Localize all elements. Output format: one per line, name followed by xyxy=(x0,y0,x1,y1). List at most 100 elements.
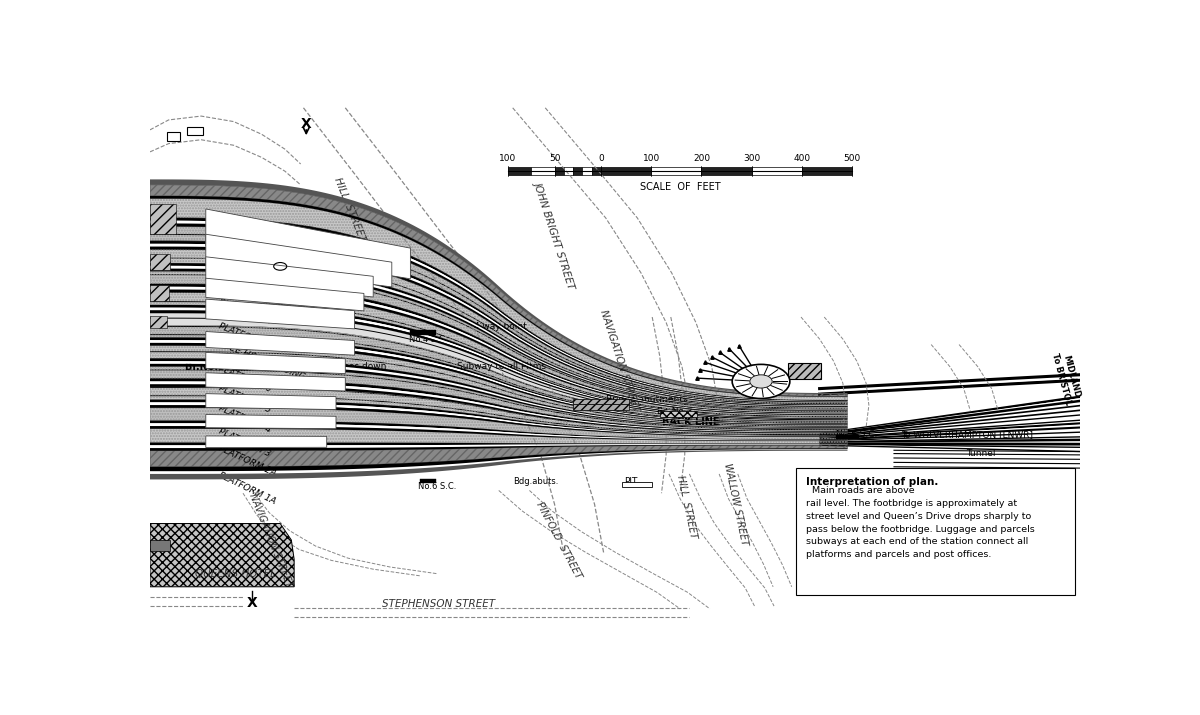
Bar xyxy=(532,167,554,175)
Polygon shape xyxy=(206,436,326,448)
Text: Main roads are above
rail level. The footbridge is approximately at
street level: Main roads are above rail level. The foo… xyxy=(805,486,1034,559)
Polygon shape xyxy=(206,332,355,355)
Text: Interpretation of plan.: Interpretation of plan. xyxy=(805,477,938,487)
Text: 500: 500 xyxy=(844,154,860,164)
Polygon shape xyxy=(150,445,847,451)
Polygon shape xyxy=(206,209,410,279)
Text: 400: 400 xyxy=(793,154,810,164)
Bar xyxy=(167,132,180,141)
Bar xyxy=(574,398,629,404)
Polygon shape xyxy=(150,448,847,471)
Text: X: X xyxy=(301,117,312,132)
Bar xyxy=(410,330,437,335)
Polygon shape xyxy=(150,443,847,445)
Polygon shape xyxy=(150,403,847,436)
Bar xyxy=(150,204,176,235)
Text: QUEENS HOTEL: QUEENS HOTEL xyxy=(196,569,276,579)
Text: WALLOW STREET: WALLOW STREET xyxy=(722,462,750,546)
Polygon shape xyxy=(206,235,391,287)
Polygon shape xyxy=(150,381,847,433)
Polygon shape xyxy=(150,310,847,419)
Polygon shape xyxy=(150,405,847,437)
Bar xyxy=(574,167,582,175)
Polygon shape xyxy=(150,325,847,423)
Polygon shape xyxy=(150,429,847,443)
Polygon shape xyxy=(206,299,355,329)
Polygon shape xyxy=(150,361,847,428)
Text: Subway to all Pltms: Subway to all Pltms xyxy=(457,362,546,371)
Text: No.4 S.C.: No.4 S.C. xyxy=(408,335,446,343)
Text: HILL  STREET: HILL STREET xyxy=(332,176,367,243)
Polygon shape xyxy=(150,426,847,441)
Text: PLATFORM 3: PLATFORM 3 xyxy=(217,427,271,458)
Bar xyxy=(574,404,629,410)
Text: Bdg.abuts.: Bdg.abuts. xyxy=(512,477,558,485)
Bar xyxy=(187,127,203,135)
Text: STEPHENSON STREET: STEPHENSON STREET xyxy=(382,599,494,609)
Text: 200: 200 xyxy=(692,154,710,164)
Polygon shape xyxy=(150,226,847,405)
Bar xyxy=(652,167,702,175)
Text: MIDLAND
To BRISTOL: MIDLAND To BRISTOL xyxy=(1050,350,1082,406)
Text: PLATFORM 9: PLATFORM 9 xyxy=(217,277,272,305)
Text: PLATFORM 7: PLATFORM 7 xyxy=(217,322,272,351)
Polygon shape xyxy=(206,257,373,297)
Text: PLATFORM 5: PLATFORM 5 xyxy=(217,384,272,415)
Text: PLATFORM 6: PLATFORM 6 xyxy=(217,363,272,394)
Polygon shape xyxy=(150,266,847,410)
Text: No.6 S.C.: No.6 S.C. xyxy=(418,482,456,491)
Text: No.5 S.C.: No.5 S.C. xyxy=(836,430,877,439)
Text: PLATFORM 11: PLATFORM 11 xyxy=(217,232,278,260)
Polygon shape xyxy=(150,199,847,400)
Polygon shape xyxy=(150,379,847,432)
Text: crane: crane xyxy=(288,259,312,267)
Text: 0: 0 xyxy=(598,154,604,164)
Text: PLATFORM 4: PLATFORM 4 xyxy=(217,403,272,435)
Text: Br. No.3: Br. No.3 xyxy=(656,408,692,416)
Text: HILL  STREET: HILL STREET xyxy=(676,474,698,540)
Polygon shape xyxy=(206,415,336,429)
Polygon shape xyxy=(150,450,847,480)
Text: PLATFORM 10: PLATFORM 10 xyxy=(217,252,278,280)
Text: SCALE  OF  FEET: SCALE OF FEET xyxy=(640,182,720,192)
Bar xyxy=(420,480,437,483)
Polygon shape xyxy=(150,292,847,417)
Text: 100: 100 xyxy=(643,154,660,164)
Polygon shape xyxy=(150,523,294,587)
Text: ←  Slopes down: ← Slopes down xyxy=(316,362,386,371)
Polygon shape xyxy=(150,271,847,413)
Text: To WOLVERHAMPTON [LNWR]: To WOLVERHAMPTON [LNWR] xyxy=(901,430,1033,439)
Polygon shape xyxy=(150,420,847,440)
Polygon shape xyxy=(150,305,847,418)
Circle shape xyxy=(732,365,790,398)
Bar xyxy=(623,482,653,487)
Text: PLATFORM 1A: PLATFORM 1A xyxy=(217,471,277,506)
Polygon shape xyxy=(150,185,847,396)
Polygon shape xyxy=(206,278,364,311)
Bar xyxy=(836,435,859,439)
Text: 4’way point: 4’way point xyxy=(474,322,527,332)
Polygon shape xyxy=(150,221,847,402)
Polygon shape xyxy=(150,290,847,415)
Polygon shape xyxy=(150,337,847,424)
Text: COFFEE HOUSE SIDING: COFFEE HOUSE SIDING xyxy=(206,334,306,382)
Bar xyxy=(788,363,822,379)
Polygon shape xyxy=(150,241,847,405)
Polygon shape xyxy=(150,387,847,435)
Polygon shape xyxy=(150,445,847,467)
Polygon shape xyxy=(150,250,847,409)
Polygon shape xyxy=(150,263,847,410)
Text: Br.No.392  DRIVE: Br.No.392 DRIVE xyxy=(185,362,278,372)
Bar xyxy=(797,468,1075,595)
Polygon shape xyxy=(206,352,346,374)
Bar xyxy=(554,167,564,175)
Polygon shape xyxy=(150,384,847,433)
Text: NAVIGATION STREET: NAVIGATION STREET xyxy=(247,492,294,588)
Text: Bridge abutments: Bridge abutments xyxy=(606,395,688,404)
Polygon shape xyxy=(150,196,847,397)
Text: 50: 50 xyxy=(548,154,560,164)
Circle shape xyxy=(750,375,772,388)
Text: BACK LINE: BACK LINE xyxy=(661,417,719,427)
Polygon shape xyxy=(150,345,847,428)
Bar xyxy=(802,167,852,175)
